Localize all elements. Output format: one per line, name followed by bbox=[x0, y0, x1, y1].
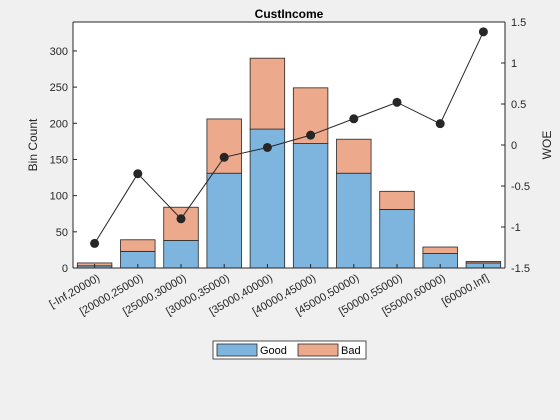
right-tick-label-0: -1.5 bbox=[511, 263, 530, 275]
woe-point-4 bbox=[262, 142, 272, 152]
bar-bad-9 bbox=[465, 261, 502, 264]
bar-bad-7 bbox=[379, 190, 415, 210]
bars-group bbox=[76, 57, 502, 269]
bar-good-5 bbox=[292, 143, 329, 269]
bar-bad-8 bbox=[422, 246, 458, 254]
left-tick-label-6: 300 bbox=[50, 46, 68, 58]
woe-point-3 bbox=[219, 152, 229, 162]
right-y-axis-label: WOE bbox=[540, 131, 554, 160]
right-tick-label-4: 0.5 bbox=[511, 99, 526, 111]
left-y-ticks: 0 50 100 150 200 250 300 bbox=[50, 46, 77, 275]
bar-bad-6 bbox=[336, 138, 372, 174]
left-tick-label-2: 100 bbox=[50, 191, 68, 203]
plot-area bbox=[73, 22, 505, 268]
bar-bad-1 bbox=[120, 239, 156, 252]
left-tick-label-5: 250 bbox=[50, 82, 68, 94]
woe-line bbox=[94, 31, 484, 244]
left-tick-label-1: 50 bbox=[56, 227, 68, 239]
right-tick-label-1: -1 bbox=[511, 222, 521, 234]
bar-good-6 bbox=[336, 172, 372, 269]
woe-point-5 bbox=[306, 130, 316, 140]
bar-good-7 bbox=[379, 208, 415, 269]
legend: Good Bad bbox=[212, 340, 367, 360]
right-tick-label-6: 1.5 bbox=[511, 17, 526, 29]
legend-label-good: Good bbox=[260, 345, 287, 357]
bar-bad-3 bbox=[206, 118, 242, 174]
bar-good-4 bbox=[249, 128, 286, 269]
woe-point-2 bbox=[176, 214, 186, 224]
right-tick-label-2: -0.5 bbox=[511, 181, 530, 193]
left-y-axis-label: Bin Count bbox=[26, 118, 40, 171]
woe-point-7 bbox=[392, 97, 402, 107]
bar-bad-2 bbox=[163, 206, 199, 241]
legend-swatch-bad bbox=[297, 343, 339, 357]
woe-point-9 bbox=[478, 27, 488, 37]
left-tick-label-4: 200 bbox=[50, 118, 68, 130]
left-tick-label-3: 150 bbox=[50, 154, 68, 166]
right-tick-label-3: 0 bbox=[511, 140, 517, 152]
woe-point-1 bbox=[133, 169, 143, 179]
legend-swatch-good bbox=[216, 343, 258, 357]
legend-label-bad: Bad bbox=[341, 345, 361, 357]
woe-point-8 bbox=[435, 119, 445, 129]
left-tick-label-0: 0 bbox=[62, 263, 68, 275]
woe-point-6 bbox=[349, 114, 359, 124]
right-tick-label-5: 1 bbox=[511, 58, 517, 70]
x-tick-label-9: [60000,Inf] bbox=[440, 272, 491, 308]
bar-good-2 bbox=[163, 240, 199, 269]
woe-point-0 bbox=[90, 238, 100, 248]
x-ticks: [-Inf,20000)[20000,25000)[25000,30000)[3… bbox=[47, 264, 491, 318]
right-y-ticks: -1.5 -1 -0.5 0 0.5 1 1.5 bbox=[501, 17, 530, 275]
bar-good-3 bbox=[206, 172, 242, 269]
chart-title: CustIncome bbox=[255, 7, 324, 21]
woe-line-group bbox=[90, 27, 488, 248]
bar-bad-4 bbox=[249, 57, 286, 130]
